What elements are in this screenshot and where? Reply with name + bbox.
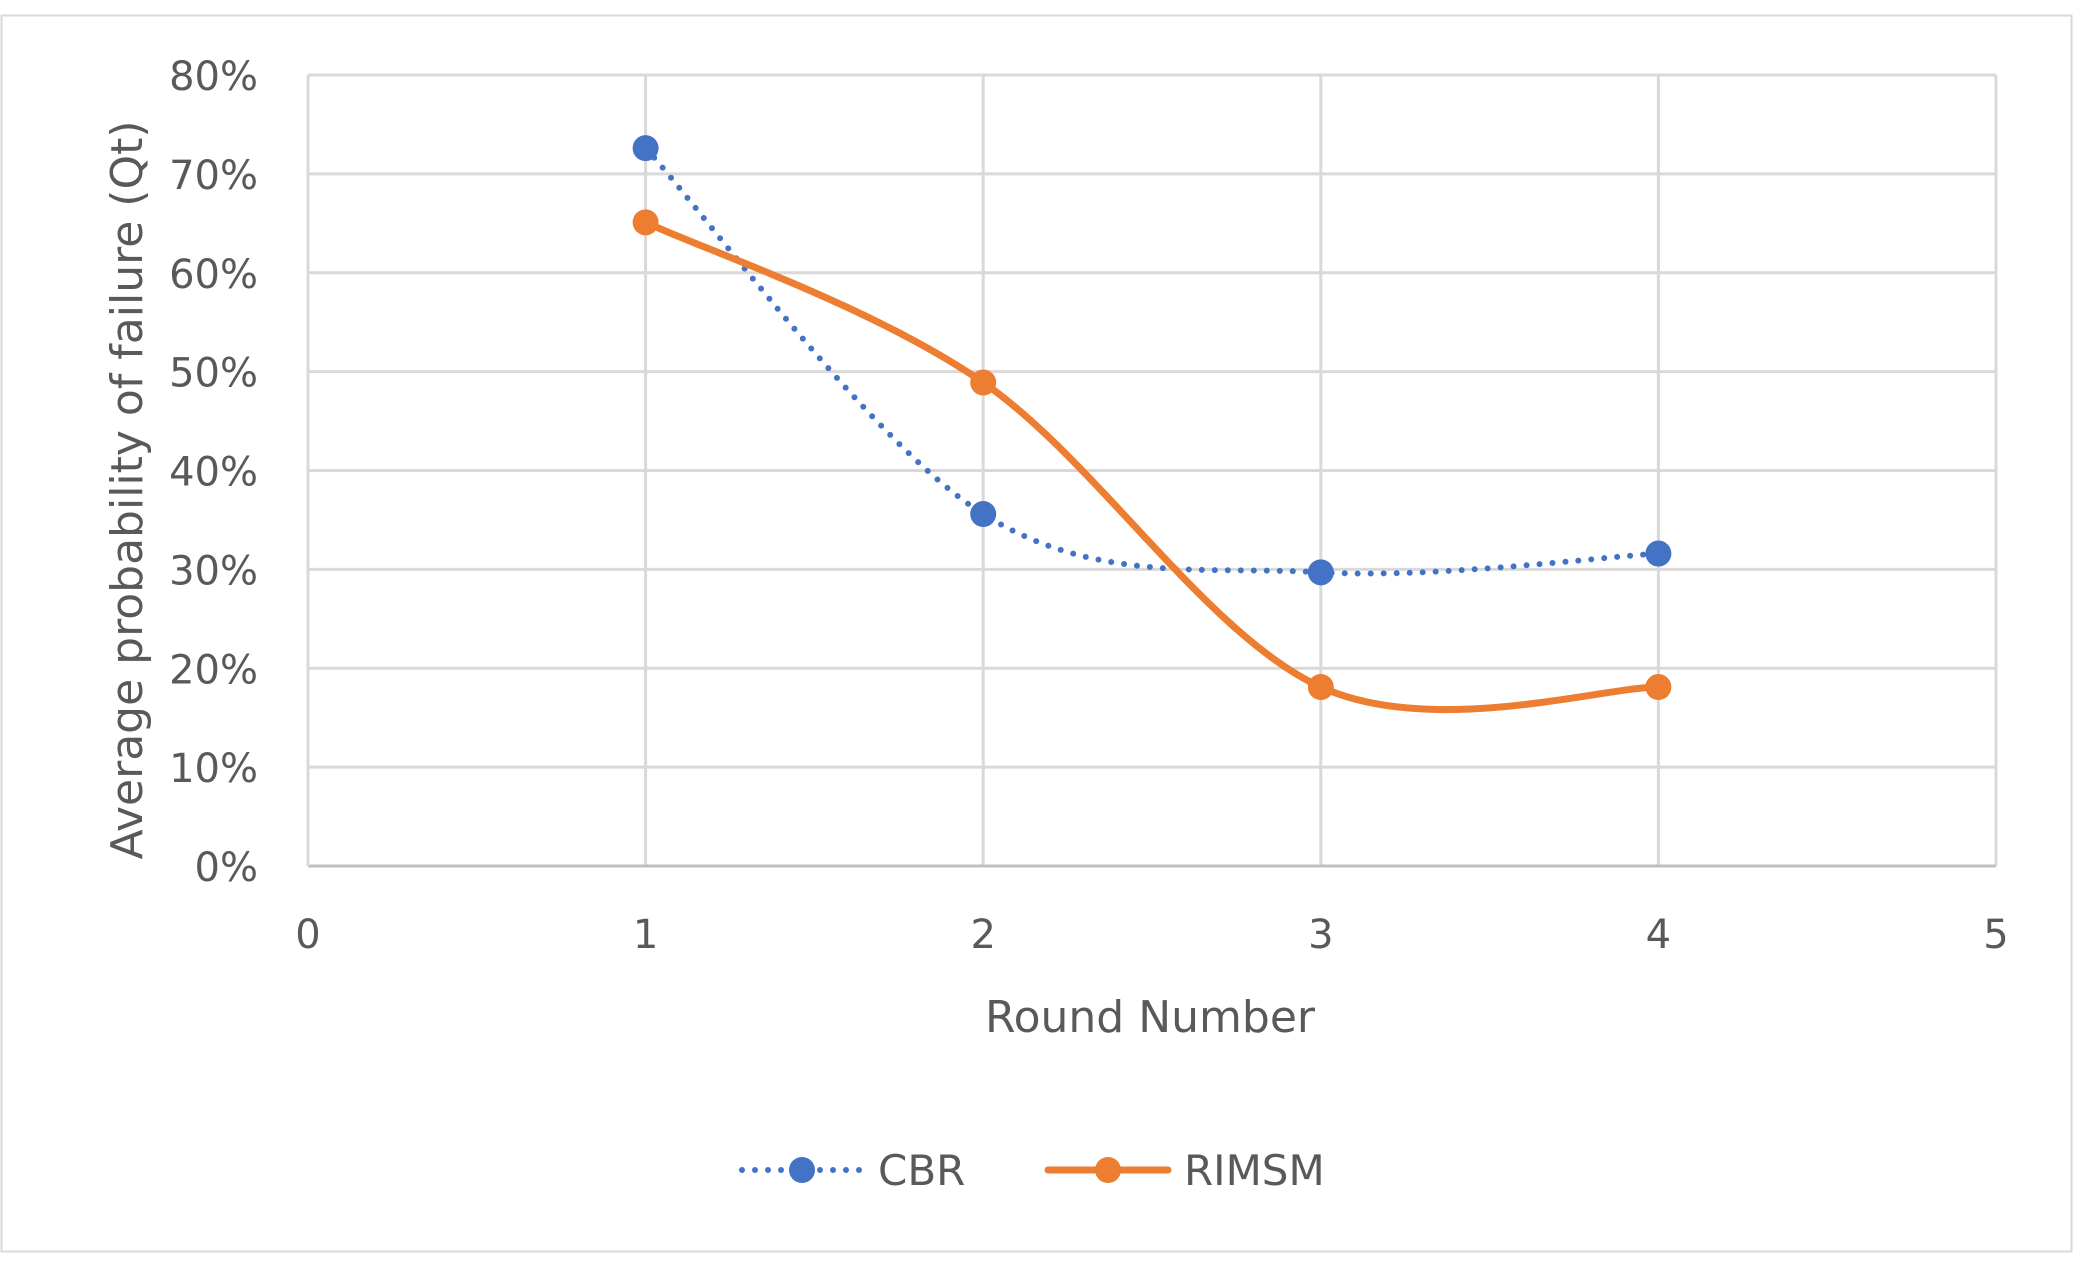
- legend-item-cbr: CBR: [739, 1146, 965, 1195]
- x-tick-label: 0: [295, 912, 320, 958]
- y-tick-label: 0%: [195, 845, 258, 891]
- x-tick-label: 3: [1308, 912, 1333, 958]
- grid-layer: [308, 73, 1998, 866]
- axis-layer: 0% 10% 20% 30% 40% 50% 60% 70% 80% 0 1 2 3 4 5: [169, 54, 2009, 958]
- data-point-rimsm: [1307, 674, 1334, 701]
- data-point-cbr: [970, 501, 997, 528]
- chart-border: [0, 14, 2073, 1253]
- legend: CBR RIMSM: [739, 1146, 1325, 1195]
- y-tick-label: 50%: [169, 351, 258, 397]
- legend-item-rimsm: RIMSM: [1044, 1146, 1325, 1195]
- y-tick-label: 60%: [169, 252, 258, 298]
- data-point-cbr: [1307, 559, 1334, 586]
- legend-marker-rimsm: [1095, 1157, 1121, 1183]
- x-tick-label: 1: [633, 912, 658, 958]
- data-point-cbr: [632, 135, 659, 162]
- y-axis-title: Average probability of failure (Qt): [102, 121, 153, 860]
- y-tick-label: 20%: [169, 647, 258, 693]
- x-tick-label: 4: [1646, 912, 1671, 958]
- x-tick-label: 5: [1983, 912, 2008, 958]
- data-point-cbr: [1645, 540, 1672, 567]
- legend-marker-cbr: [789, 1157, 815, 1183]
- data-point-rimsm: [632, 209, 659, 236]
- data-point-rimsm: [1645, 674, 1672, 701]
- legend-label-rimsm: RIMSM: [1184, 1146, 1325, 1195]
- y-tick-label: 10%: [169, 746, 258, 792]
- series-line-rimsm: [642, 218, 1662, 714]
- x-axis-title: Round Number: [985, 992, 1316, 1043]
- y-tick-label: 80%: [169, 54, 258, 100]
- data-point-rimsm: [970, 369, 997, 396]
- y-tick-label: 40%: [169, 450, 258, 496]
- y-tick-label: 70%: [169, 153, 258, 199]
- x-tick-label: 2: [970, 912, 995, 958]
- y-tick-label: 30%: [169, 548, 258, 594]
- legend-label-cbr: CBR: [878, 1146, 965, 1195]
- series-layer: [632, 135, 1672, 714]
